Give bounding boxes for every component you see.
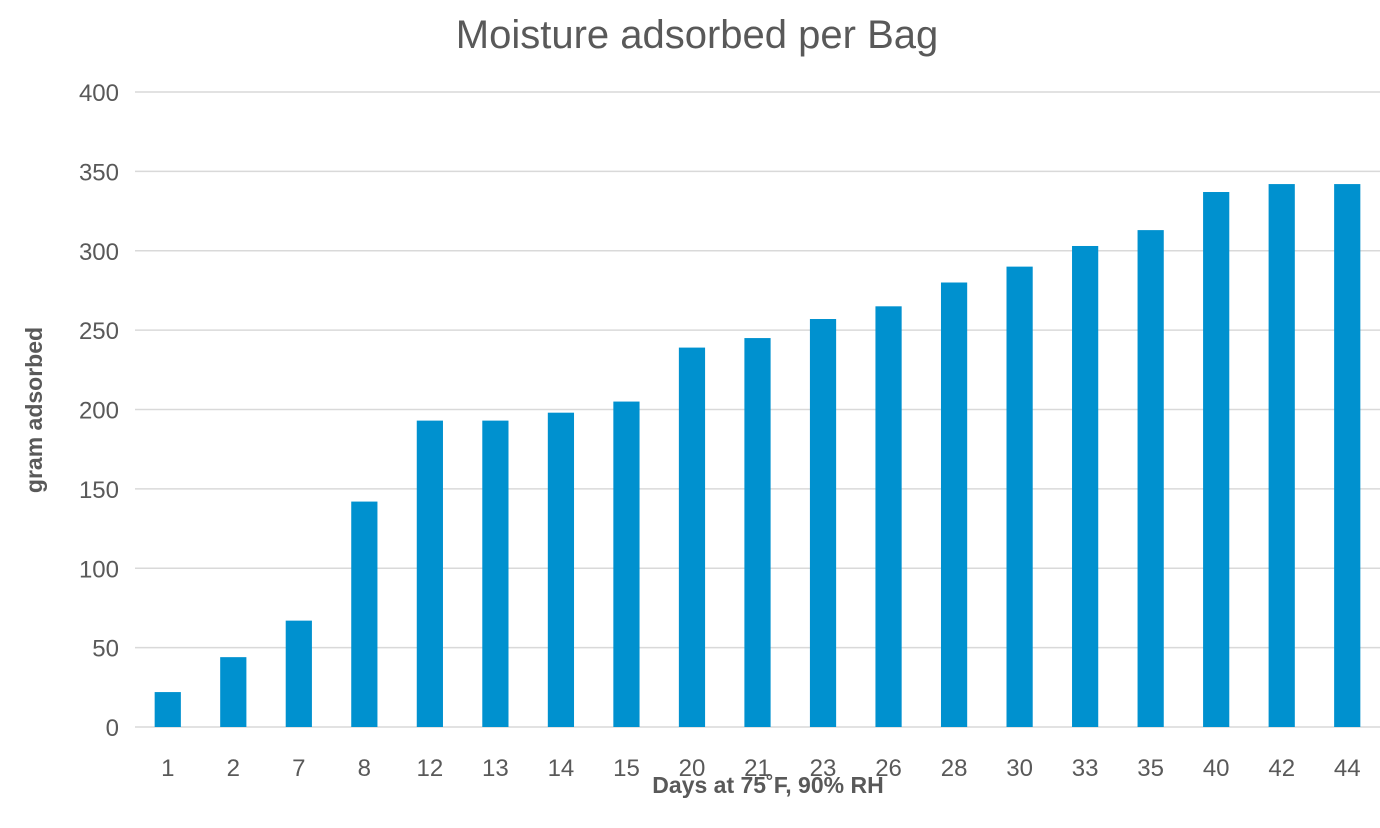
x-tick-label: 28 [941, 755, 968, 782]
x-tick-label: 1 [161, 755, 174, 782]
y-tick-label: 50 [92, 636, 119, 663]
y-tick-label: 250 [79, 318, 119, 345]
bar [351, 501, 378, 727]
bar [285, 620, 312, 727]
bar [940, 282, 968, 727]
bar [1334, 184, 1361, 727]
x-tick-label: 21 [744, 755, 771, 782]
x-tick-label: 35 [1137, 755, 1164, 782]
bar [220, 657, 247, 727]
x-tick-label: 30 [1006, 755, 1033, 782]
x-tick-label: 20 [679, 755, 706, 782]
x-tick-label: 26 [875, 755, 902, 782]
y-axis-label: gram adsorbed [21, 327, 47, 493]
x-tick-label: 15 [613, 755, 640, 782]
bar [1268, 184, 1295, 727]
bar [482, 420, 509, 727]
x-tick-label: 8 [358, 755, 371, 782]
y-tick-label: 400 [79, 80, 119, 107]
y-tick-label: 100 [79, 556, 119, 583]
bar [744, 338, 771, 727]
bar [154, 692, 181, 727]
y-tick-label: 200 [79, 398, 119, 425]
x-tick-label: 2 [227, 755, 240, 782]
x-tick-label: 23 [810, 755, 837, 782]
bar [678, 347, 706, 727]
bars [154, 184, 1361, 728]
bar [1006, 266, 1033, 727]
x-tick-label: 44 [1334, 755, 1361, 782]
bar [613, 401, 640, 727]
y-tick-label: 350 [79, 159, 119, 186]
bar [1072, 245, 1099, 728]
bar [547, 412, 575, 727]
y-axis-ticks: 0 50 100 150 200 250 300 350 400 [79, 80, 119, 742]
bar [1203, 192, 1230, 727]
x-axis-label: Days at 75˚F, 90% RH [652, 772, 883, 798]
x-tick-label: 12 [417, 755, 444, 782]
bar [809, 319, 837, 727]
x-tick-label: 13 [482, 755, 509, 782]
x-tick-label: 40 [1203, 755, 1230, 782]
x-tick-label: 42 [1268, 755, 1295, 782]
bar [875, 306, 902, 727]
x-tick-label: 14 [548, 755, 575, 782]
x-tick-label: 33 [1072, 755, 1099, 782]
y-tick-label: 300 [79, 239, 119, 266]
bar [416, 420, 443, 727]
x-tick-label: 7 [292, 755, 305, 782]
bar [1137, 230, 1164, 728]
y-tick-label: 150 [79, 477, 119, 504]
x-axis-ticks: 1 2 7 8 12 13 14 15 20 21 23 26 28 30 33 35 40 42 44 [161, 755, 1361, 782]
chart-title: Moisture adsorbed per Bag [456, 13, 939, 57]
y-tick-label: 0 [106, 715, 119, 742]
